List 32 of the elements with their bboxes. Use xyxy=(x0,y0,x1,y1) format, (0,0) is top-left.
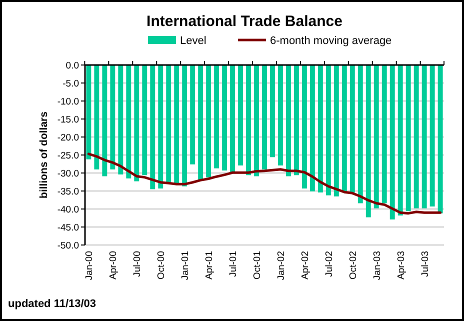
x-tick-label: Jan-00 xyxy=(84,251,96,280)
x-tick-label: Jul-01 xyxy=(228,251,240,277)
y-tick-label: -20.0 xyxy=(57,132,79,144)
y-tick-label: -50.0 xyxy=(57,240,79,252)
line-series xyxy=(87,152,442,215)
y-tick-label: -25.0 xyxy=(57,150,79,162)
x-tick-label: Apr-00 xyxy=(108,251,120,280)
text: updated 11/13/03 xyxy=(8,298,96,310)
y-tick-label: -45.0 xyxy=(57,222,79,234)
legend-label: 6-month moving average xyxy=(270,35,392,47)
chart-title: International Trade Balance xyxy=(146,13,342,30)
x-tick-label: Jul-00 xyxy=(132,251,144,277)
y-tick-label: -5.0 xyxy=(62,78,79,90)
y-tick-label: -35.0 xyxy=(57,186,79,198)
x-tick-label: Oct-02 xyxy=(348,251,359,280)
y-tick-label: -40.0 xyxy=(57,204,79,216)
y-tick-label: 0.0 xyxy=(66,60,79,72)
x-tick-label: Apr-02 xyxy=(300,251,311,280)
x-tick-label: Jan-02 xyxy=(276,251,287,280)
x-tick-label: Jan-01 xyxy=(180,251,192,280)
y-tick-label: -15.0 xyxy=(57,114,79,126)
x-tick-label: Jan-03 xyxy=(372,251,383,280)
x-tick-label: Oct-00 xyxy=(156,251,168,280)
x-tick-label: Oct-01 xyxy=(252,251,264,280)
legend-label: Level xyxy=(180,35,206,47)
y-tick-label: -30.0 xyxy=(57,168,79,180)
x-tick-label: Jul-03 xyxy=(420,251,431,277)
x-tick-label: Jul-02 xyxy=(324,251,335,277)
y-tick-label: -10.0 xyxy=(57,96,79,108)
x-tick-label: Apr-01 xyxy=(204,251,216,280)
y-axis-title: billions of dollars xyxy=(38,111,50,198)
x-tick-label: Apr-03 xyxy=(396,251,407,280)
